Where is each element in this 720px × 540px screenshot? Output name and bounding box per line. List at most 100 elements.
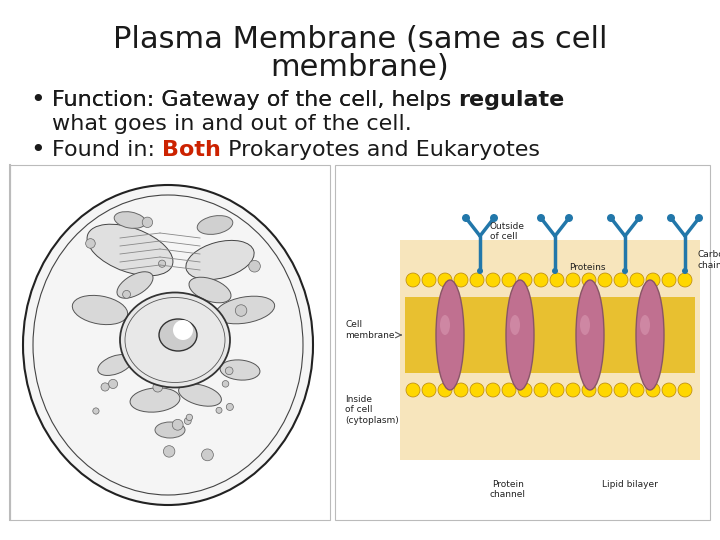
Text: Cell
membrane: Cell membrane — [345, 320, 395, 340]
Circle shape — [93, 408, 99, 414]
Ellipse shape — [114, 212, 146, 228]
Circle shape — [678, 383, 692, 397]
Ellipse shape — [186, 240, 254, 280]
Ellipse shape — [23, 185, 313, 505]
Circle shape — [537, 214, 545, 222]
Text: •: • — [30, 88, 45, 112]
Circle shape — [598, 383, 612, 397]
Circle shape — [122, 291, 130, 298]
Ellipse shape — [130, 388, 180, 412]
Text: Both: Both — [162, 140, 221, 160]
Circle shape — [470, 273, 484, 287]
Circle shape — [582, 383, 596, 397]
Ellipse shape — [72, 295, 127, 325]
Circle shape — [454, 273, 468, 287]
Circle shape — [216, 407, 222, 413]
Circle shape — [565, 214, 573, 222]
Bar — [10, 165, 330, 520]
Circle shape — [646, 273, 660, 287]
Circle shape — [158, 260, 166, 267]
Circle shape — [143, 217, 153, 227]
Circle shape — [534, 273, 548, 287]
Ellipse shape — [220, 360, 260, 380]
Circle shape — [438, 273, 452, 287]
Circle shape — [622, 268, 628, 274]
Circle shape — [248, 260, 261, 272]
Circle shape — [646, 383, 660, 397]
Bar — [405, 297, 695, 373]
Ellipse shape — [506, 280, 534, 390]
Ellipse shape — [215, 296, 274, 324]
Circle shape — [614, 273, 628, 287]
Circle shape — [667, 214, 675, 222]
Ellipse shape — [155, 422, 185, 438]
Text: Plasma Membrane (same as cell: Plasma Membrane (same as cell — [113, 25, 607, 55]
Ellipse shape — [179, 384, 222, 406]
Circle shape — [199, 347, 207, 353]
Ellipse shape — [87, 224, 173, 276]
Ellipse shape — [120, 293, 230, 388]
Text: membrane): membrane) — [271, 53, 449, 83]
Ellipse shape — [436, 280, 464, 390]
Circle shape — [222, 381, 229, 387]
Circle shape — [225, 367, 233, 375]
Circle shape — [635, 214, 643, 222]
Circle shape — [135, 359, 143, 367]
Circle shape — [101, 383, 109, 391]
Text: Protein
channel: Protein channel — [490, 480, 526, 500]
Circle shape — [598, 273, 612, 287]
Circle shape — [614, 383, 628, 397]
Circle shape — [186, 414, 192, 421]
Ellipse shape — [580, 315, 590, 335]
Text: regulate: regulate — [459, 90, 564, 110]
Circle shape — [422, 273, 436, 287]
Ellipse shape — [640, 315, 650, 335]
Text: what goes in and out of the cell.: what goes in and out of the cell. — [52, 114, 412, 134]
Circle shape — [462, 214, 470, 222]
Circle shape — [490, 214, 498, 222]
Circle shape — [235, 305, 247, 316]
Ellipse shape — [117, 272, 153, 298]
Circle shape — [552, 268, 558, 274]
Circle shape — [406, 273, 420, 287]
Ellipse shape — [189, 277, 231, 303]
Circle shape — [662, 383, 676, 397]
Circle shape — [422, 383, 436, 397]
Text: Proteins: Proteins — [569, 263, 606, 272]
Circle shape — [486, 273, 500, 287]
Text: Outside
of cell: Outside of cell — [490, 222, 525, 241]
Ellipse shape — [197, 215, 233, 234]
Circle shape — [170, 320, 177, 327]
Circle shape — [630, 383, 644, 397]
Circle shape — [406, 383, 420, 397]
Text: Function: Gateway of the cell, helps: Function: Gateway of the cell, helps — [52, 90, 459, 110]
Circle shape — [202, 449, 213, 461]
Circle shape — [470, 383, 484, 397]
Ellipse shape — [98, 355, 132, 375]
Circle shape — [550, 383, 564, 397]
Ellipse shape — [636, 280, 664, 390]
Circle shape — [172, 420, 183, 430]
Circle shape — [169, 309, 176, 315]
Text: •: • — [30, 138, 45, 162]
Text: Prokaryotes and Eukaryotes: Prokaryotes and Eukaryotes — [221, 140, 540, 160]
Circle shape — [226, 403, 233, 410]
Circle shape — [454, 383, 468, 397]
Circle shape — [566, 383, 580, 397]
Circle shape — [518, 273, 532, 287]
Circle shape — [607, 214, 615, 222]
Text: Carbohydrate
chains: Carbohydrate chains — [698, 251, 720, 269]
Text: Function: Gateway of the cell, helps: Function: Gateway of the cell, helps — [52, 90, 459, 110]
Bar — [335, 165, 710, 520]
Circle shape — [86, 239, 95, 248]
Text: Inside
of cell
(cytoplasm): Inside of cell (cytoplasm) — [345, 395, 399, 425]
Circle shape — [582, 273, 596, 287]
Ellipse shape — [440, 315, 450, 335]
Circle shape — [477, 268, 483, 274]
Circle shape — [678, 273, 692, 287]
Circle shape — [438, 383, 452, 397]
Circle shape — [153, 382, 163, 392]
Circle shape — [163, 446, 175, 457]
Text: Lipid bilayer: Lipid bilayer — [602, 480, 658, 489]
Circle shape — [630, 273, 644, 287]
